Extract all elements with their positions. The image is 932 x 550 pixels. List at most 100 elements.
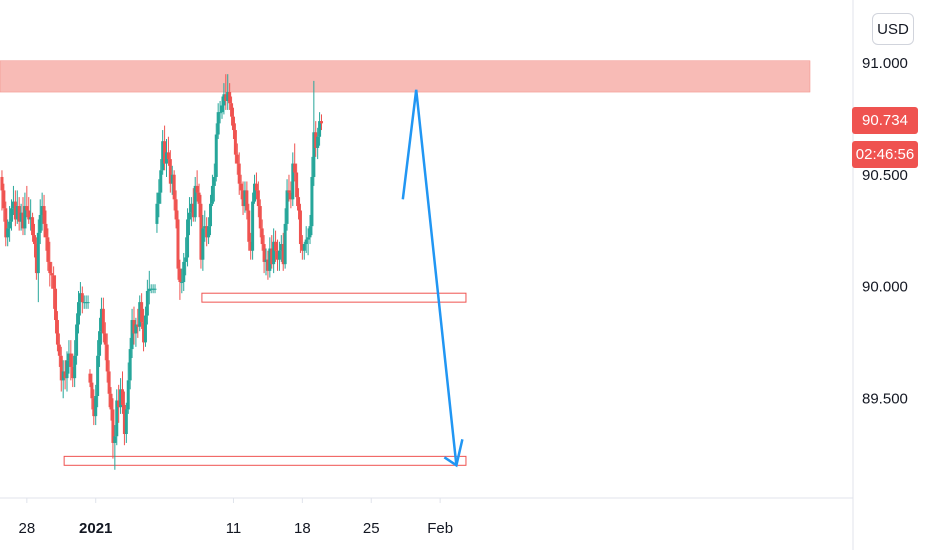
candle	[193, 176, 197, 222]
candle-body	[203, 226, 207, 229]
candle-body	[184, 257, 188, 262]
candle-body	[281, 244, 285, 265]
candle-body	[115, 400, 119, 437]
y-tick-label: 90.500	[862, 167, 908, 184]
candle	[46, 228, 50, 271]
candle	[31, 212, 35, 242]
candle	[195, 170, 199, 202]
candle-body	[306, 237, 310, 240]
candle	[297, 188, 301, 220]
currency-button[interactable]: USD	[872, 13, 914, 45]
candle	[84, 295, 88, 309]
resistance-zone	[0, 60, 811, 93]
candle	[101, 297, 105, 343]
candle-body	[27, 210, 31, 220]
candle-body	[96, 355, 100, 397]
candle-body	[103, 333, 107, 345]
candle	[19, 203, 23, 231]
candle	[32, 223, 36, 258]
candle-body	[176, 219, 180, 269]
candle	[316, 127, 320, 160]
candle	[94, 384, 98, 426]
time-axis[interactable]: 28 2021 11 18 25 Feb	[18, 498, 453, 537]
candle	[279, 235, 283, 262]
candle	[189, 197, 193, 227]
candle-body	[260, 228, 264, 245]
candle-body	[262, 244, 266, 262]
candle	[298, 203, 302, 253]
candle	[136, 308, 140, 338]
x-tick-label: 25	[363, 520, 380, 537]
candle	[124, 402, 128, 443]
candle	[295, 163, 299, 207]
candle	[78, 282, 82, 316]
candle	[109, 387, 113, 421]
candle-body	[237, 163, 241, 184]
candle-body	[29, 217, 33, 220]
candle-body	[308, 226, 312, 238]
candle-body	[76, 302, 80, 325]
candle-body	[186, 219, 190, 258]
candle	[17, 197, 21, 231]
candle-body	[228, 92, 232, 104]
candle	[44, 210, 48, 251]
candle-body	[222, 94, 226, 106]
candle-body	[210, 185, 214, 204]
candle	[121, 371, 125, 414]
candle	[254, 172, 258, 200]
candle	[82, 295, 86, 309]
candle	[117, 384, 121, 423]
candle-body	[78, 293, 82, 303]
candle-body	[207, 226, 211, 238]
candle	[23, 192, 27, 236]
candle	[34, 237, 38, 280]
candle	[241, 181, 245, 215]
candle	[166, 136, 170, 166]
candle	[157, 179, 161, 218]
candle-body	[8, 221, 12, 229]
candle	[155, 192, 159, 233]
candle	[268, 237, 272, 278]
candle	[186, 208, 190, 267]
candle-body	[132, 320, 136, 334]
candle	[308, 214, 312, 245]
candle	[285, 179, 289, 231]
candle	[76, 290, 80, 334]
candle-body	[44, 223, 48, 238]
candle	[203, 210, 207, 242]
candle-body	[231, 116, 235, 131]
candle-body	[279, 244, 283, 251]
candle	[75, 313, 79, 365]
candle-body	[166, 152, 170, 160]
candle	[4, 201, 8, 247]
candle	[8, 206, 12, 242]
candle-body	[113, 436, 117, 443]
candle-body	[48, 261, 52, 274]
price-axis[interactable]: 91.000 90.500 90.000 89.500	[862, 55, 908, 407]
candle	[27, 197, 31, 224]
candle-body	[54, 288, 58, 321]
candle-body	[285, 190, 289, 224]
candle-body	[168, 159, 172, 184]
candle-body	[174, 199, 178, 220]
candle-body	[40, 206, 44, 215]
candle	[0, 170, 4, 211]
candle-body	[38, 214, 42, 233]
candle-body	[73, 355, 77, 379]
candle-body	[134, 324, 138, 334]
candle	[230, 96, 234, 126]
candle-body	[99, 308, 103, 332]
candle	[163, 125, 167, 171]
candle-body	[124, 409, 128, 435]
candle	[287, 174, 291, 202]
candle-body	[10, 208, 14, 222]
candle-body	[86, 302, 90, 304]
candle	[52, 266, 56, 309]
candle-body	[165, 152, 169, 164]
candle	[264, 248, 268, 276]
candle-body	[172, 174, 176, 200]
candle-body	[251, 201, 255, 251]
candle	[176, 210, 180, 280]
candle-body	[199, 203, 203, 260]
